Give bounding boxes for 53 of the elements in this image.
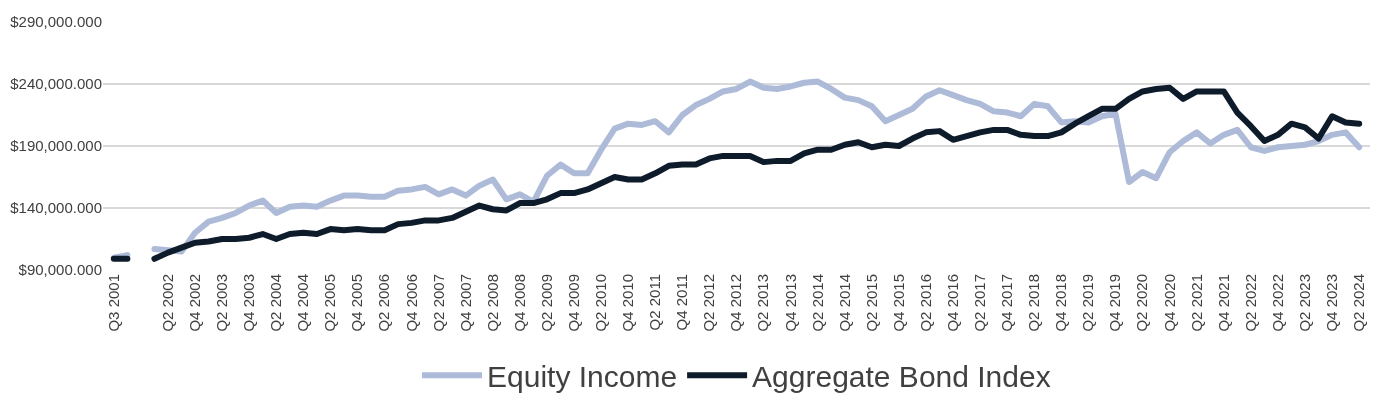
x-tick-label: Q2 2024 [1350,274,1368,332]
x-tick-label: Q4 2023 [1322,274,1340,332]
x-tick-label: Q4 2010 [619,274,637,332]
x-tick-label: Q2 2013 [754,274,772,332]
x-tick-label: Q2 2022 [1241,274,1259,332]
y-tick-label: $140,000.000 [10,199,102,217]
legend-label: Equity Income [487,360,678,394]
x-tick-label: Q4 2019 [1106,274,1124,332]
x-tick-label: Q2 2003 [212,274,230,332]
x-tick-label: Q4 2006 [402,274,420,332]
x-tick-label: Q4 2002 [185,274,203,332]
x-tick-label: Q4 2014 [835,274,853,332]
x-tick-label: Q2 2016 [916,274,934,332]
x-tick-label: Q4 2022 [1268,274,1286,332]
y-tick-label: $290,000.000 [10,13,102,31]
x-tick-label: Q2 2008 [483,274,501,332]
x-tick-label: Q2 2015 [862,274,880,332]
x-tick-label: Q4 2015 [889,274,907,332]
x-tick-label: Q2 2012 [700,274,718,332]
x-tick-label: Q2 2004 [267,274,285,332]
x-tick-label: Q2 2018 [1025,274,1043,332]
x-tick-label: Q2 2014 [808,274,826,332]
x-tick-label: Q3 2001 [104,274,122,332]
x-tick-label: Q2 2010 [592,274,610,332]
x-tick-label: Q4 2017 [998,274,1016,332]
x-tick-label: Q2 2005 [321,274,339,332]
x-tick-label: Q2 2017 [971,274,989,332]
x-tick-label: Q2 2020 [1133,274,1151,332]
x-tick-label: Q4 2016 [943,274,961,332]
x-tick-label: Q4 2003 [240,274,258,332]
x-tick-label: Q2 2023 [1295,274,1313,332]
x-tick-label: Q2 2007 [429,274,447,332]
x-tick-label: Q2 2009 [537,274,555,332]
x-tick-label: Q4 2021 [1214,274,1232,332]
x-tick-label: Q4 2007 [456,274,474,332]
y-tick-label: $190,000.000 [10,137,102,155]
x-tick-label: Q4 2011 [673,274,691,331]
x-tick-label: Q2 2002 [158,274,176,332]
x-tick-label: Q4 2012 [727,274,745,332]
x-tick-label: Q4 2013 [781,274,799,332]
x-tick-label: Q2 2019 [1079,274,1097,332]
x-tick-label: Q4 2005 [348,274,366,332]
x-tick-label: Q4 2020 [1160,274,1178,332]
y-tick-label: $240,000.000 [10,75,102,93]
x-tick-label: Q2 2011 [646,274,664,331]
x-tick-label: Q2 2021 [1187,274,1205,332]
x-tick-label: Q4 2009 [564,274,582,332]
x-tick-label: Q4 2018 [1052,274,1070,332]
x-tick-label: Q4 2008 [510,274,528,332]
y-tick-label: $90,000.000 [18,261,102,279]
legend-label: Aggregate Bond Index [752,360,1051,394]
x-tick-label: Q4 2004 [294,274,312,332]
x-tick-label: Q2 2006 [375,274,393,332]
